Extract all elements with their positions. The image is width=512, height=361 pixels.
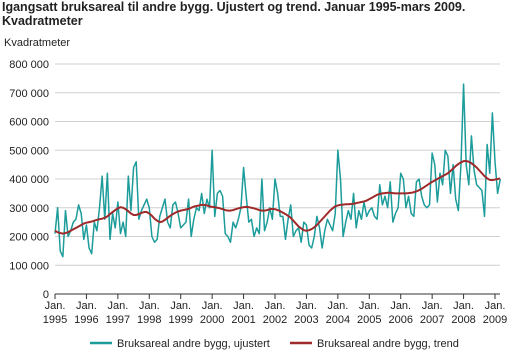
x-tick-label: Jan. 2001 bbox=[231, 300, 255, 326]
x-tick-label: Jan. 1997 bbox=[106, 300, 130, 326]
y-tick-label: 400 000 bbox=[9, 174, 49, 186]
x-tick-label: Jan. 2007 bbox=[420, 300, 444, 326]
series-line bbox=[54, 159, 501, 235]
x-tick-label: Jan. 2000 bbox=[200, 300, 224, 326]
x-tick-label: Jan. 2005 bbox=[357, 300, 381, 326]
y-tick-label: 200 000 bbox=[9, 232, 49, 244]
x-tick-label: Jan. 2008 bbox=[451, 300, 475, 326]
legend-label: Bruksareal andre bygg, ujustert bbox=[117, 338, 270, 350]
x-tick-label: Jan. 1996 bbox=[74, 300, 98, 326]
series-line bbox=[54, 83, 501, 258]
x-tick-label: Jan. 1995 bbox=[43, 300, 67, 326]
x-tick-label: Jan. 2006 bbox=[388, 300, 412, 326]
y-tick-label: 700 000 bbox=[9, 88, 49, 100]
y-tick-label: 500 000 bbox=[9, 145, 49, 157]
x-tick-label: Jan. 2009 bbox=[483, 300, 507, 326]
y-tick-label: 300 000 bbox=[9, 203, 49, 215]
x-tick-label: Jan. 1998 bbox=[137, 300, 161, 326]
legend-label: Bruksareal andre bygg, trend bbox=[317, 338, 459, 350]
y-tick-label: 800 000 bbox=[9, 59, 49, 71]
y-tick-label: 0 bbox=[43, 289, 49, 301]
y-tick-label: 100 000 bbox=[9, 260, 49, 272]
x-tick-label: Jan. 2003 bbox=[294, 300, 318, 326]
chart-title: Igangsatt bruksareal til andre bygg. Uju… bbox=[2, 0, 466, 28]
x-tick-label: Jan. 1999 bbox=[168, 300, 192, 326]
x-tick-label: Jan. 2002 bbox=[263, 300, 287, 326]
y-tick-label: 600 000 bbox=[9, 117, 49, 129]
x-tick-label: Jan. 2004 bbox=[326, 300, 350, 326]
y-axis-label: Kvadratmeter bbox=[4, 37, 70, 49]
